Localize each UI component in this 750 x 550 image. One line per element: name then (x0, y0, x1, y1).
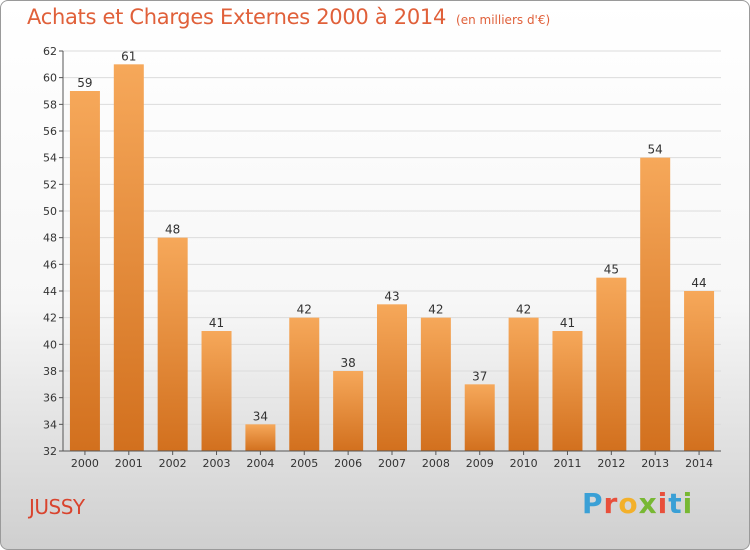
data-label: 41 (560, 316, 575, 330)
logo-letter: x (638, 487, 658, 520)
x-tick-label: 2010 (510, 457, 538, 470)
bar (464, 384, 495, 451)
bar (377, 304, 407, 451)
proxiti-logo[interactable]: Proxiti (582, 487, 693, 520)
x-tick-label: 2005 (290, 457, 318, 470)
location-label: JUSSY (29, 495, 85, 519)
chart-title: Achats et Charges Externes 2000 à 2014 (27, 5, 447, 29)
bar (640, 157, 671, 451)
x-tick-label: 2003 (203, 457, 231, 470)
logo-letter: r (603, 487, 619, 520)
y-tick-label: 32 (43, 445, 57, 458)
x-tick-label: 2013 (641, 457, 669, 470)
data-label: 42 (428, 303, 443, 317)
x-tick-label: 2014 (685, 457, 713, 470)
x-tick-label: 2004 (246, 457, 274, 470)
x-tick-label: 2007 (378, 457, 406, 470)
logo-letter: P (582, 487, 604, 520)
bar (596, 277, 627, 451)
bar (113, 64, 144, 452)
bar (201, 331, 232, 451)
bar (69, 91, 100, 451)
bar (420, 317, 451, 451)
y-tick-label: 60 (43, 72, 57, 85)
y-tick-label: 38 (43, 365, 57, 378)
data-label: 38 (340, 356, 355, 370)
data-label: 48 (165, 223, 180, 237)
y-tick-label: 46 (43, 258, 57, 271)
data-label: 59 (77, 76, 92, 90)
bar (245, 424, 276, 451)
data-label: 42 (516, 303, 531, 317)
y-tick-label: 58 (43, 98, 57, 111)
bar (684, 291, 715, 451)
y-tick-label: 40 (43, 338, 57, 351)
data-label: 34 (253, 409, 268, 423)
x-axis: 2000 2001 2002 2003 2004 2005 2006 2007 2008 2009… (63, 450, 721, 470)
x-tick-label: 2000 (71, 457, 99, 470)
bar (552, 331, 583, 451)
x-tick-label: 2006 (334, 457, 362, 470)
title-row: Achats et Charges Externes 2000 à 2014 (e… (27, 5, 550, 29)
bar (333, 371, 364, 451)
logo-letter: t (668, 487, 683, 520)
data-label: 54 (648, 143, 663, 157)
y-tick-label: 34 (43, 418, 57, 431)
data-label: 41 (209, 316, 224, 330)
data-label: 45 (604, 263, 619, 277)
y-tick-label: 48 (43, 232, 57, 245)
x-tick-label: 2012 (597, 457, 625, 470)
data-label: 37 (472, 369, 487, 383)
chart-unit: (en milliers d'€) (456, 13, 551, 27)
y-tick-label: 54 (43, 152, 57, 165)
x-tick-label: 2011 (553, 457, 581, 470)
x-tick-label: 2001 (115, 457, 143, 470)
bar (508, 317, 539, 451)
data-label: 44 (691, 276, 706, 290)
logo-letter: i (657, 487, 669, 520)
x-tick-label: 2009 (466, 457, 494, 470)
data-label: 61 (121, 49, 136, 63)
logo-letter: o (618, 487, 639, 520)
y-tick-label: 56 (43, 125, 57, 138)
bars: 59 61 48 41 34 42 38 43 42 37 42 41 45 54 44 (69, 49, 715, 452)
x-tick-label: 2002 (159, 457, 187, 470)
y-tick-label: 44 (43, 285, 57, 298)
bar (157, 237, 188, 451)
data-label: 43 (384, 289, 399, 303)
y-tick-label: 42 (43, 312, 57, 325)
bar (289, 317, 320, 451)
logo-letter: i (682, 487, 694, 520)
y-tick-label: 50 (43, 205, 57, 218)
x-tick-label: 2008 (422, 457, 450, 470)
y-tick-label: 36 (43, 392, 57, 405)
y-axis: 32 34 36 38 40 42 44 46 48 50 52 54 56 58 60 62 (43, 45, 64, 458)
y-tick-label: 52 (43, 178, 57, 191)
y-tick-label: 62 (43, 45, 57, 58)
data-label: 42 (297, 303, 312, 317)
